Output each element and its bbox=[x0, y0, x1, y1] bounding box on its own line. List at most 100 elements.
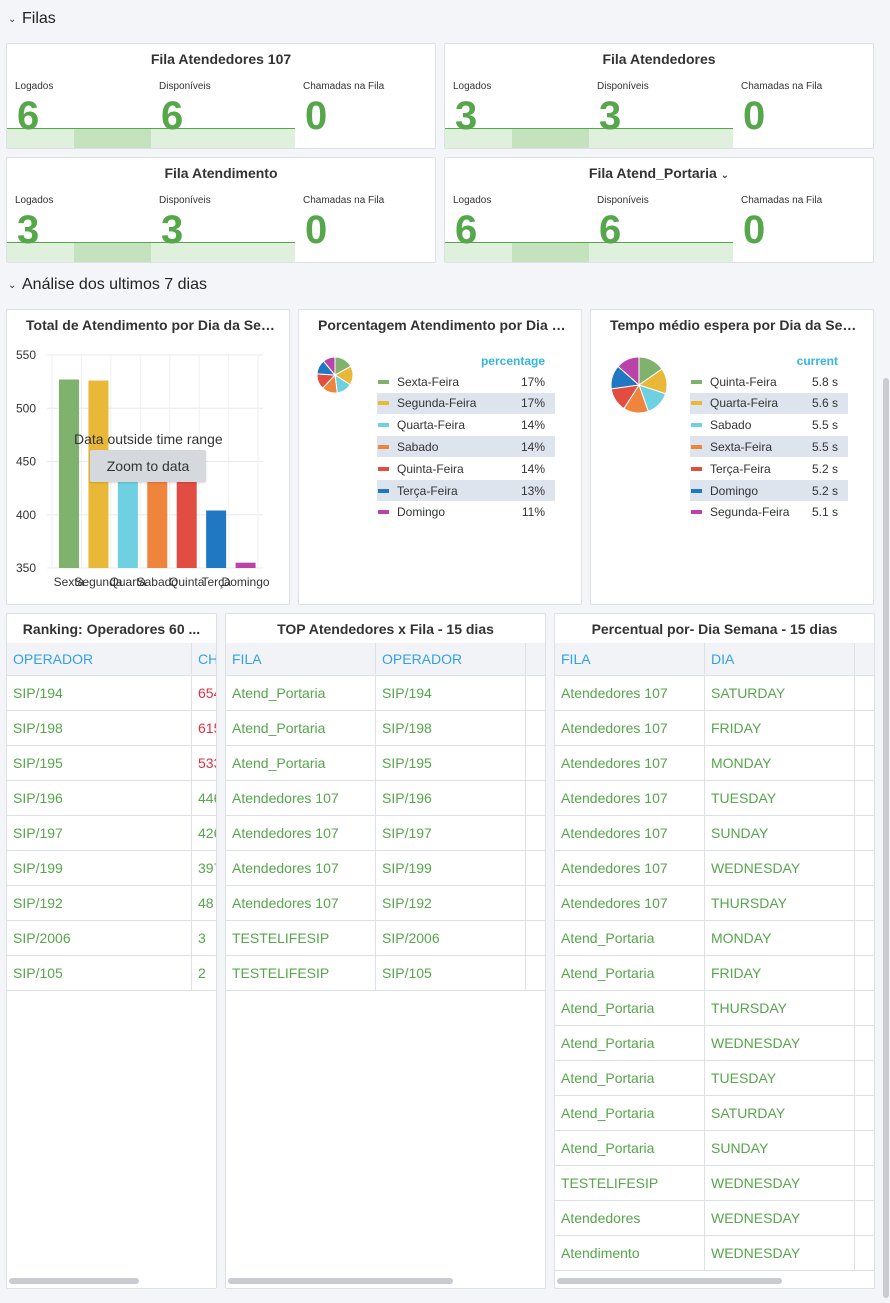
x-tick-label: Terça bbox=[201, 575, 231, 589]
column-header[interactable]: FILA bbox=[555, 643, 705, 676]
page-scrollbar[interactable] bbox=[883, 378, 889, 1298]
legend-item[interactable]: Segunda-Feira 5.1 s bbox=[690, 502, 848, 523]
column-header[interactable]: OPERADOR bbox=[376, 643, 526, 676]
table-row[interactable]: Atendedores WEDNESDAY bbox=[555, 1201, 874, 1236]
column-header[interactable]: FILA bbox=[226, 643, 376, 676]
table-row[interactable]: Atendedores 107 THURSDAY bbox=[555, 886, 874, 921]
stat-chamadas: Chamadas na Fila 0 bbox=[295, 44, 435, 148]
stat-value: 3 bbox=[599, 94, 622, 138]
table-row[interactable]: Atendedores 107 SIP/197 bbox=[226, 816, 545, 851]
zoom-to-data-button[interactable]: Zoom to data bbox=[90, 450, 206, 482]
table-row[interactable]: TESTELIFESIP WEDNESDAY bbox=[555, 1166, 874, 1201]
table-row[interactable]: Atendedores 107 SIP/199 bbox=[226, 851, 545, 886]
pie-slice[interactable] bbox=[322, 356, 336, 377]
table-row[interactable]: SIP/199397 bbox=[7, 851, 216, 886]
legend-item[interactable]: Terça-Feira 13% bbox=[377, 480, 555, 501]
legend-item[interactable]: Sabado 5.5 s bbox=[690, 415, 848, 436]
table-row[interactable]: Atendedores 107 SUNDAY bbox=[555, 816, 874, 851]
legend-item[interactable]: Segunda-Feira 17% bbox=[377, 392, 555, 414]
stat-label: Disponíveis bbox=[597, 81, 649, 92]
legend-item[interactable]: Quinta-Feira 14% bbox=[377, 458, 555, 479]
bar-domingo[interactable] bbox=[235, 562, 256, 568]
table-row[interactable]: Atendimento WEDNESDAY bbox=[555, 1236, 874, 1271]
table-row[interactable]: TESTELIFESIP SIP/105 bbox=[226, 956, 545, 991]
bar-chart-panel[interactable]: Total de Atendimento por Dia da Sem... 5… bbox=[6, 309, 290, 605]
table-cell bbox=[855, 816, 874, 851]
stat-panel[interactable]: Fila Atend_Portaria ⌄ Logados 6 Disponíveis… bbox=[444, 157, 874, 263]
legend-value: 11% bbox=[521, 505, 545, 520]
row-filas[interactable]: ⌄ Filas bbox=[8, 10, 56, 28]
table-cell: THURSDAY bbox=[705, 991, 855, 1026]
top-table-panel[interactable]: TOP Atendedores x Fila - 15 dias FILA OPE… bbox=[225, 613, 546, 1289]
y-tick-label: 350 bbox=[16, 561, 36, 575]
pie-slice[interactable] bbox=[617, 356, 640, 387]
stat-value: 3 bbox=[161, 208, 184, 252]
table-row[interactable]: Atendedores 107 FRIDAY bbox=[555, 711, 874, 746]
bar-sabado[interactable] bbox=[147, 459, 168, 568]
stat-value: 0 bbox=[305, 208, 328, 252]
table-row[interactable]: Atend_Portaria TUESDAY bbox=[555, 1061, 874, 1096]
table-row[interactable]: Atend_Portaria MONDAY bbox=[555, 921, 874, 956]
legend-item[interactable]: Quarta-Feira 14% bbox=[377, 415, 555, 436]
ranking-table-panel[interactable]: Ranking: Operadores 60 ... OPERADORCHAMA… bbox=[6, 613, 217, 1289]
table-row[interactable]: SIP/197426 bbox=[7, 816, 216, 851]
stat-panel[interactable]: Fila Atendedores Logados 3 Disponíveis 3 Cham… bbox=[444, 43, 874, 149]
table-row[interactable]: Atendedores 107 MONDAY bbox=[555, 746, 874, 781]
pie-panel-percentage[interactable]: Porcentagem Atendimento por Dia d... per… bbox=[298, 309, 582, 605]
chevron-down-icon: ⌄ bbox=[8, 13, 17, 25]
legend-item[interactable]: Quinta-Feira 5.8 s bbox=[690, 371, 848, 392]
legend-value: 5.1 s bbox=[811, 505, 838, 520]
table-row[interactable]: Atendedores 107 WEDNESDAY bbox=[555, 851, 874, 886]
table-row[interactable]: Atendedores 107 SIP/196 bbox=[226, 781, 545, 816]
table-row[interactable]: SIP/105 2 bbox=[7, 956, 216, 991]
table-row[interactable]: Atendedores 107 SATURDAY bbox=[555, 676, 874, 711]
table-row[interactable]: Atend_Portaria WEDNESDAY bbox=[555, 1026, 874, 1061]
table-row[interactable]: Atend_Portaria SIP/194 bbox=[226, 676, 545, 711]
table-row[interactable]: Atend_Portaria THURSDAY bbox=[555, 991, 874, 1026]
table-cell: Atend_Portaria bbox=[555, 1026, 705, 1061]
table-row[interactable]: SIP/192 48 bbox=[7, 886, 216, 921]
column-header[interactable]: OPERADOR bbox=[7, 643, 192, 676]
legend-item[interactable]: Domingo 11% bbox=[377, 502, 555, 523]
table-row[interactable]: SIP/195533 bbox=[7, 746, 216, 781]
pie-panel-tempo[interactable]: Tempo médio espera por Dia da Sem... cur… bbox=[590, 309, 874, 605]
table-row[interactable]: SIP/194654 bbox=[7, 676, 216, 711]
table-row[interactable]: Atend_Portaria SIP/195 bbox=[226, 746, 545, 781]
horizontal-scrollbar[interactable] bbox=[9, 1278, 139, 1284]
table-row[interactable]: Atend_Portaria FRIDAY bbox=[555, 956, 874, 991]
stat-panel[interactable]: Fila Atendedores 107 Logados 6 Disponíveis 6… bbox=[6, 43, 436, 149]
table-row[interactable]: SIP/2006 3 bbox=[7, 921, 216, 956]
percentual-table-panel[interactable]: Percentual por- Dia Semana - 15 dias FIL… bbox=[554, 613, 875, 1289]
legend-item[interactable]: Sexta-Feira 17% bbox=[377, 371, 555, 392]
column-header[interactable] bbox=[526, 643, 545, 676]
bar-quinta[interactable] bbox=[176, 461, 197, 569]
legend-value: 17% bbox=[520, 374, 545, 389]
legend-item[interactable]: Sexta-Feira 5.5 s bbox=[690, 436, 848, 458]
horizontal-scrollbar[interactable] bbox=[228, 1278, 453, 1284]
table-row[interactable]: SIP/198615 bbox=[7, 711, 216, 746]
table-row[interactable]: SIP/196446 bbox=[7, 781, 216, 816]
table-row[interactable]: Atendedores 107 TUESDAY bbox=[555, 781, 874, 816]
legend-item[interactable]: Quarta-Feira 5.6 s bbox=[690, 392, 848, 414]
stat-panel[interactable]: Fila Atendimento Logados 3 Disponíveis 3 Cham… bbox=[6, 157, 436, 263]
bar-sexta[interactable] bbox=[59, 379, 80, 568]
bar-terça[interactable] bbox=[206, 510, 227, 568]
table-row[interactable]: Atend_Portaria SATURDAY bbox=[555, 1096, 874, 1131]
table-cell: SIP/192 bbox=[7, 886, 192, 921]
table-row[interactable]: Atend_Portaria SUNDAY bbox=[555, 1131, 874, 1166]
table-cell bbox=[855, 1026, 874, 1061]
column-header[interactable]: DIA bbox=[705, 643, 855, 676]
legend-item[interactable]: Sabado 14% bbox=[377, 436, 555, 458]
legend-item[interactable]: Domingo 5.2 s bbox=[690, 480, 848, 501]
table-row[interactable]: Atend_Portaria SIP/198 bbox=[226, 711, 545, 746]
x-tick-label: Quinta bbox=[169, 575, 205, 589]
column-header[interactable] bbox=[855, 643, 874, 676]
legend-swatch bbox=[691, 401, 702, 406]
bar-quarta[interactable] bbox=[117, 459, 138, 568]
row-analise[interactable]: ⌄ Análise dos ultimos 7 dias bbox=[8, 276, 207, 294]
table-row[interactable]: Atendedores 107 SIP/192 bbox=[226, 886, 545, 921]
legend-item[interactable]: Terça-Feira 5.2 s bbox=[690, 458, 848, 479]
table-row[interactable]: TESTELIFESIP SIP/2006 bbox=[226, 921, 545, 956]
column-header[interactable]: CHAMADAS bbox=[192, 643, 216, 676]
horizontal-scrollbar[interactable] bbox=[557, 1278, 782, 1284]
